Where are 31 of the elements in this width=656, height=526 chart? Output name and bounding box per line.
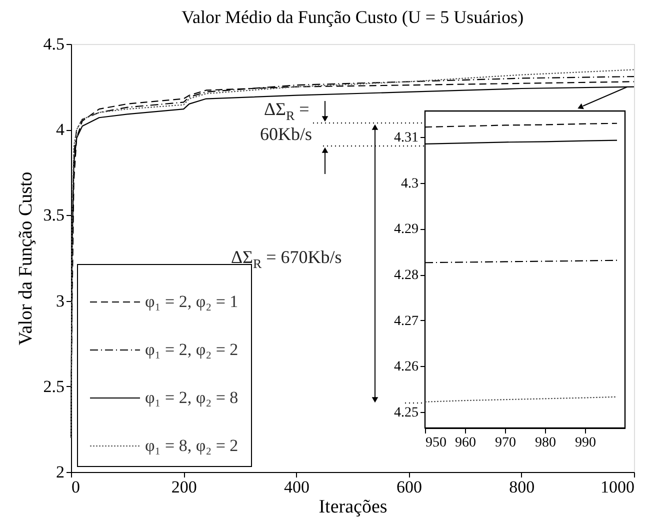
x-tick-label: 200: [171, 478, 197, 496]
y-tick-label: 3.5: [43, 206, 64, 225]
x-tick-label: 0: [72, 478, 80, 496]
y-tick-label: 4.3: [401, 176, 418, 192]
legend-label: φ₁ = 2, φ₂ = 8: [145, 388, 238, 407]
y-tick-label: 4.26: [394, 360, 418, 375]
y-tick-label: 4: [56, 120, 65, 140]
legend-label: φ₁ = 2, φ₂ = 2: [145, 340, 238, 359]
x-tick-label: 800: [509, 478, 535, 496]
y-tick-label: 2.5: [43, 376, 64, 396]
y-tick-label: 4.5: [43, 34, 64, 54]
x-tick-label: 990: [575, 436, 596, 450]
x-tick-label: 600: [396, 478, 422, 496]
x-tick-label: 960: [455, 436, 476, 450]
x-tick-label: 400: [284, 478, 310, 496]
y-tick-label: 3: [56, 291, 64, 310]
y-axis-title: Valor da Função Custo: [15, 172, 36, 346]
y-tick-label: 4.27: [394, 314, 418, 329]
legend-label: φ₁ = 2, φ₂ = 1: [145, 292, 238, 311]
y-tick-label: 2: [56, 462, 64, 482]
x-tick-label: 1000: [600, 478, 634, 496]
chart-title: Valor Médio da Função Custo (U = 5 Usuários): [181, 7, 524, 27]
y-tick-label: 4.28: [394, 268, 418, 284]
y-tick-label: 4.31: [394, 130, 418, 146]
x-axis-title: Iterações: [318, 496, 388, 518]
x-tick-label: 950: [426, 436, 446, 450]
y-tick-label: 4.25: [394, 405, 418, 420]
legend-label: φ₁ = 8, φ₂ = 2: [145, 436, 238, 455]
x-tick-label: 980: [535, 436, 556, 450]
y-tick-label: 4.29: [394, 222, 418, 238]
x-tick-label: 970: [495, 436, 516, 450]
